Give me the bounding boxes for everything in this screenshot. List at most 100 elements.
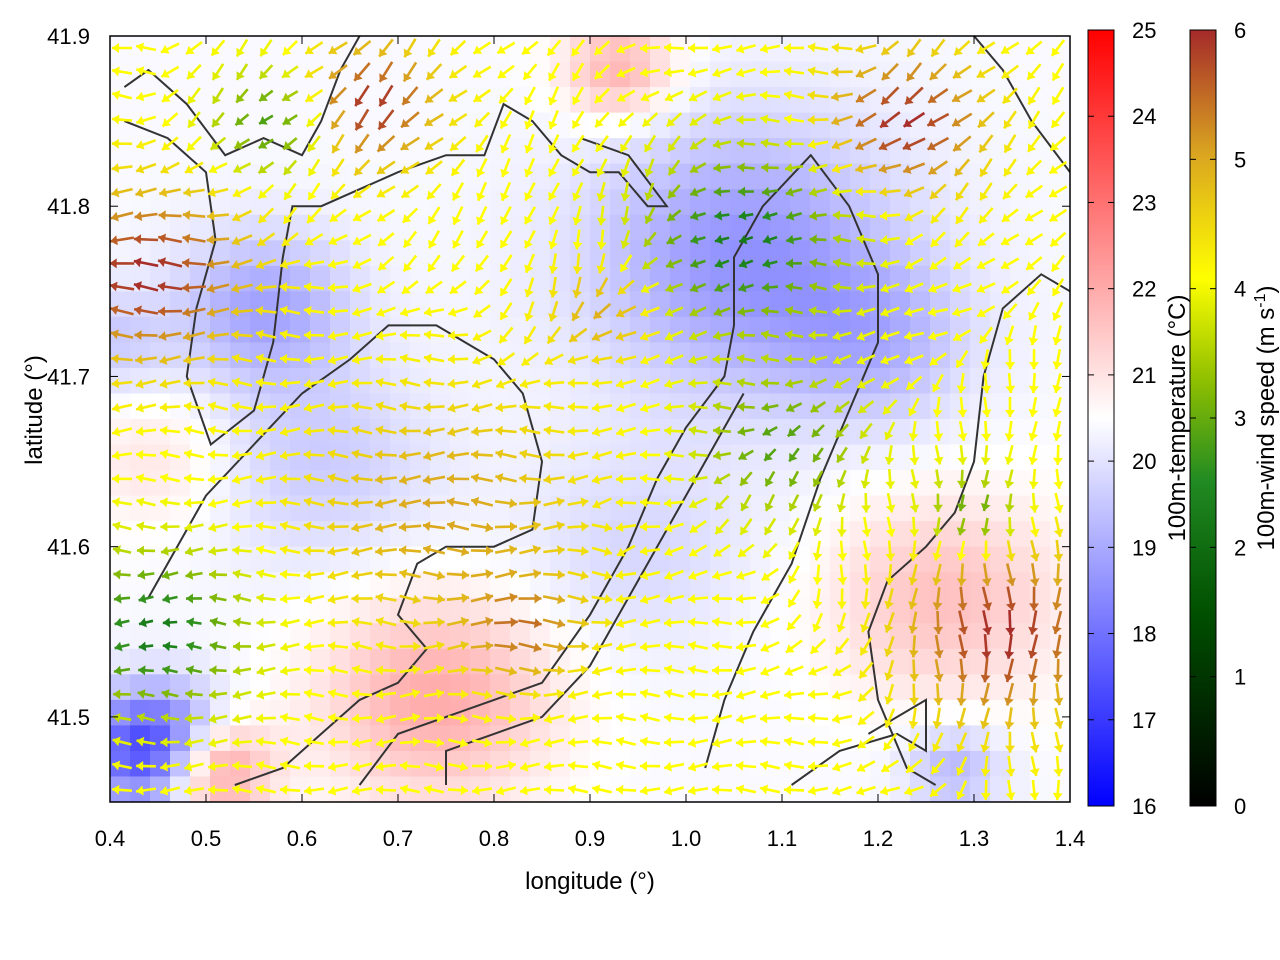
wind-vector-head (256, 642, 265, 652)
wind-vector-head (185, 546, 194, 557)
wind-vector (184, 737, 204, 748)
temperature-cell (170, 240, 191, 267)
temperature-cell (150, 419, 171, 446)
wind-vector-head (111, 353, 119, 364)
temperature-cell (250, 699, 271, 726)
wind-vector-head (138, 593, 147, 604)
wind-vector (207, 210, 229, 221)
wind-vector (206, 234, 230, 245)
wind-vector (112, 784, 132, 795)
wind-vector (133, 305, 159, 316)
temperature-cell (330, 470, 351, 497)
temperature-cell (650, 495, 671, 522)
wind-vector-head (206, 259, 215, 269)
temperature-cell (590, 470, 611, 497)
temperature-cell (310, 189, 331, 216)
temperature-cell (530, 316, 551, 343)
wind-vector-head (160, 521, 168, 532)
temperature-cell (670, 597, 691, 624)
wind-vector (282, 159, 298, 176)
wind-vector (111, 450, 133, 461)
wind-vector-head (112, 497, 120, 508)
temperature-cell (270, 572, 291, 599)
temperature-cell (410, 61, 431, 88)
wind-vector (183, 187, 205, 198)
wind-vector-head (255, 497, 263, 508)
wind-vector (303, 402, 325, 413)
temperature-cell (190, 648, 211, 675)
wind-vector (279, 712, 301, 723)
temperature-cell (530, 367, 551, 395)
wind-vector-head (137, 712, 146, 723)
wind-vector-head (305, 93, 315, 102)
temperature-cell (370, 572, 391, 599)
temperature-cell (510, 495, 531, 522)
temperature-cell (130, 623, 151, 650)
temperature-cell (810, 444, 831, 471)
wind-vector-head (188, 119, 197, 128)
wind-vector (110, 211, 134, 222)
wind-vector (111, 473, 133, 484)
wind-vector-head (160, 449, 169, 460)
temperature-cell (310, 240, 331, 267)
wind-vector (135, 115, 157, 126)
temperature-cell (210, 61, 231, 88)
temperature-cell (850, 163, 871, 190)
temperature-cell (310, 138, 331, 165)
wind-vector-head (212, 118, 221, 127)
wind-vector-head (280, 760, 289, 771)
temperature-cell (750, 444, 771, 471)
wind-vector-head (160, 425, 168, 436)
temperature-cell (370, 648, 391, 675)
temperature-cell (210, 112, 231, 139)
wind-vector (257, 183, 275, 200)
wind-vector-head (256, 569, 265, 579)
wind-vector-head (231, 260, 240, 270)
wind-vector-head (233, 164, 242, 174)
temperature-cell (250, 572, 271, 599)
wind-vector-head (209, 689, 217, 700)
wind-vector (232, 185, 252, 198)
wind-vector-head (303, 545, 311, 556)
temperature-cell (950, 674, 971, 701)
wind-vector (256, 617, 276, 628)
temperature-cell (550, 138, 571, 165)
temperature-cell (530, 61, 551, 88)
wind-vector (307, 135, 321, 153)
temperature-cell (250, 112, 271, 139)
temperature-cell (430, 444, 451, 471)
temperature-cell (310, 750, 331, 778)
temperature-cell (710, 572, 731, 599)
temperature-cell (110, 367, 131, 395)
wind-vector-head (236, 94, 245, 103)
wind-vector-head (232, 760, 240, 771)
wind-vector-head (256, 545, 265, 555)
temperature-cell (230, 240, 251, 267)
temperature-cell (710, 189, 731, 216)
wind-vector (184, 762, 204, 772)
temperature-cell (990, 546, 1011, 573)
temperature-cell (750, 61, 771, 88)
wind-vector-head (303, 570, 312, 580)
temperature-cell (190, 240, 211, 267)
wind-vector (135, 42, 157, 53)
temperature-cell (990, 776, 1011, 802)
wind-vector (303, 473, 325, 483)
wind-vector-head (304, 736, 312, 747)
temperature-cell (490, 648, 511, 675)
temperature-cell (450, 265, 471, 292)
temperature-cell (530, 725, 551, 752)
wind-vector (112, 736, 132, 747)
temperature-cell (810, 546, 831, 573)
temperature-cell (790, 214, 811, 241)
temperature-cell (690, 725, 711, 752)
contour-line (973, 36, 1070, 173)
wind-vector (110, 305, 134, 316)
wind-vector (255, 329, 277, 340)
temperature-cell (1010, 623, 1031, 650)
temperature-cell (210, 342, 231, 369)
temperature-cell (750, 597, 771, 624)
temperature-cell (770, 750, 791, 778)
wind-vector (304, 89, 324, 103)
temperature-cell (550, 572, 571, 599)
